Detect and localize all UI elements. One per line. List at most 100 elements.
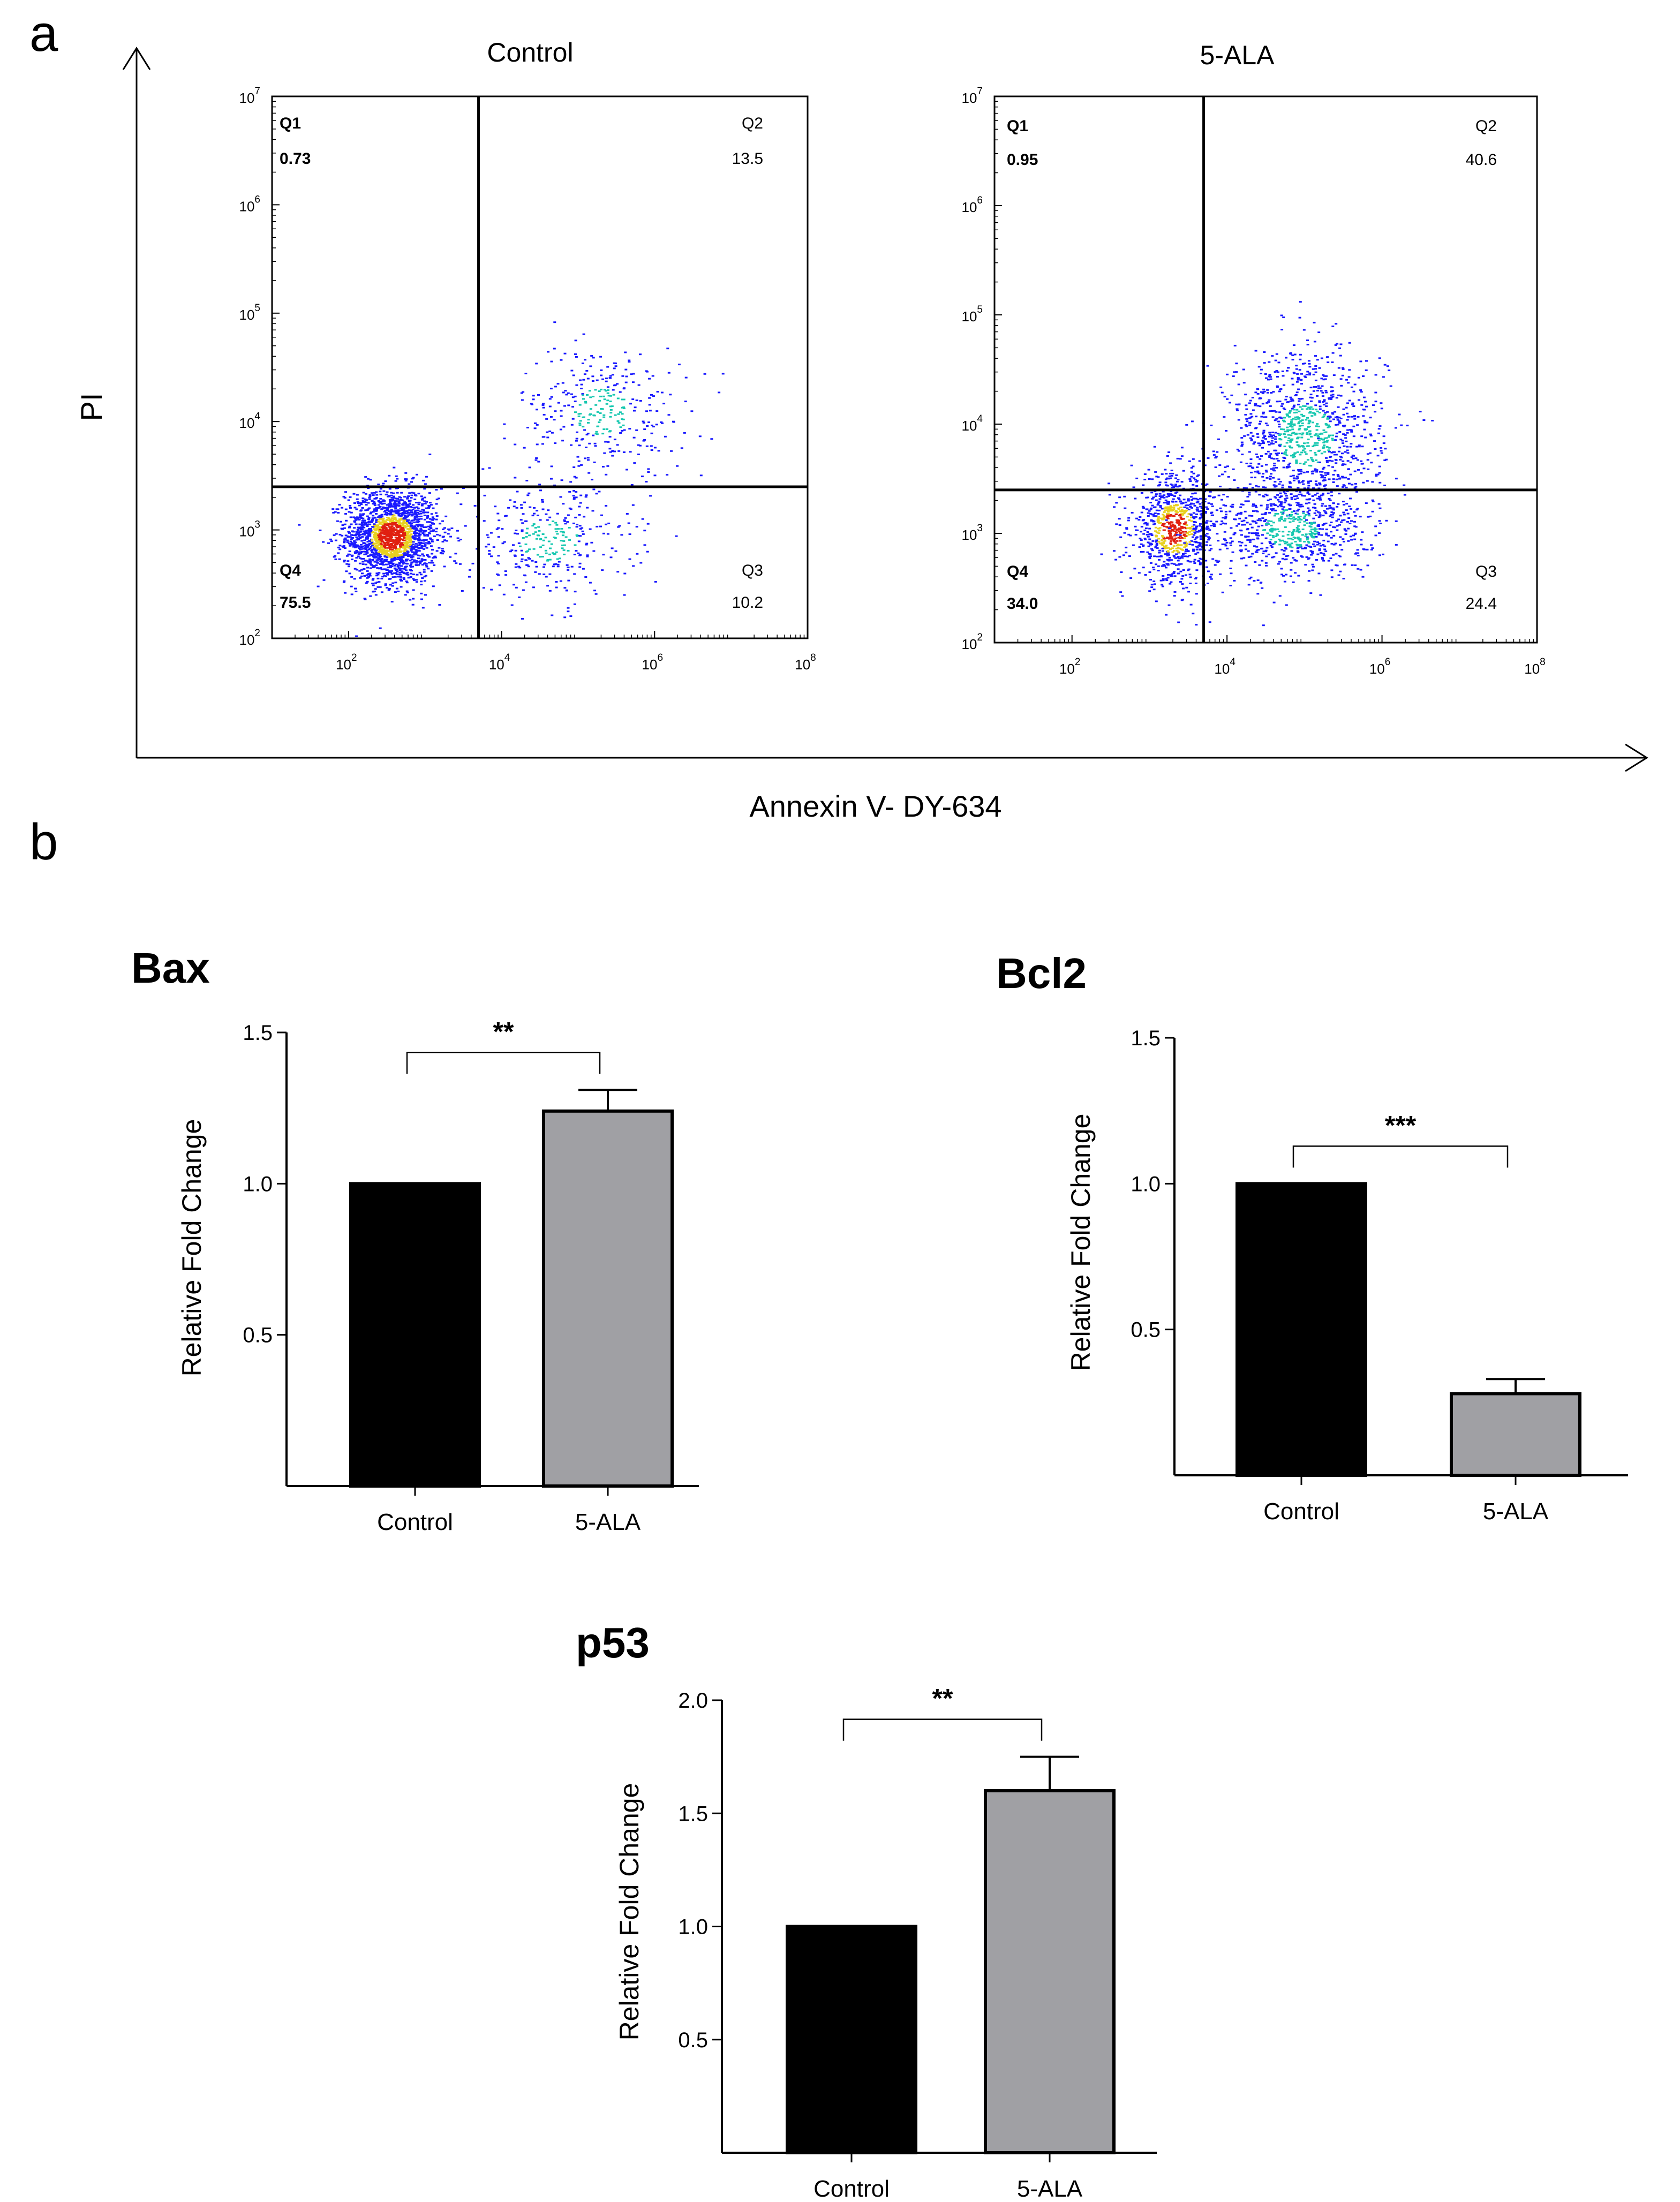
flow-event-5ala (1313, 341, 1316, 343)
flow-event-control (346, 539, 349, 541)
flow-event-control (386, 556, 389, 559)
flow-event-5ala (1283, 491, 1286, 493)
flow-event-control (384, 480, 387, 482)
flow-event-control (379, 537, 382, 539)
q3-value-control: 10.2 (732, 594, 763, 612)
flow-event-control (611, 450, 614, 453)
flow-event-control (600, 388, 602, 390)
flow-event-control (427, 525, 430, 527)
flow-event-control (435, 518, 438, 521)
flow-event-5ala (1140, 543, 1143, 545)
flow-event-5ala (1256, 405, 1260, 407)
flow-event-control (614, 365, 617, 367)
flow-event-5ala (1296, 451, 1299, 453)
flow-event-5ala (1188, 533, 1191, 536)
flow-event-control (402, 555, 405, 557)
flow-event-control (400, 550, 403, 552)
flow-event-control (357, 555, 360, 557)
flow-event-5ala (1312, 507, 1315, 509)
flow-event-5ala (1170, 506, 1173, 508)
flow-event-5ala (1291, 398, 1294, 401)
panel-label-b: b (29, 813, 58, 871)
flow-event-5ala (1162, 541, 1165, 543)
flow-event-5ala (1325, 437, 1328, 439)
flow-event-5ala (1275, 552, 1278, 554)
flow-event-5ala (1292, 529, 1295, 531)
flow-event-5ala (1157, 538, 1161, 540)
flow-event-control (577, 415, 581, 417)
flow-event-control (415, 535, 418, 537)
flow-event-control (554, 410, 557, 412)
flow-event-5ala (1264, 549, 1268, 552)
flow-event-control (383, 537, 387, 539)
flow-event-5ala (1298, 417, 1301, 419)
flow-event-5ala (1285, 509, 1289, 511)
flow-event-5ala (1207, 502, 1210, 504)
flow-event-control (412, 589, 415, 591)
flow-event-5ala (1200, 507, 1203, 509)
flow-event-control (569, 508, 572, 510)
flow-event-control (646, 425, 649, 427)
flow-event-5ala (1113, 506, 1116, 508)
flow-event-5ala (1297, 487, 1300, 489)
flow-event-control (528, 558, 531, 560)
flow-event-control (402, 568, 405, 570)
flow-event-5ala (1170, 514, 1173, 516)
flow-event-5ala (1147, 496, 1149, 499)
flow-event-control (450, 527, 454, 530)
flow-event-control (405, 590, 409, 592)
flow-event-control (386, 504, 389, 506)
flow-event-control (379, 491, 382, 493)
flow-event-5ala (1304, 515, 1306, 517)
flow-event-control (400, 517, 403, 519)
flow-event-control (389, 567, 392, 569)
flow-event-5ala (1249, 417, 1253, 419)
flow-event-5ala (1170, 540, 1173, 542)
flow-event-5ala (1199, 506, 1202, 508)
flow-event-control (394, 582, 397, 584)
flow-event-5ala (1299, 406, 1302, 408)
flow-event-5ala (1278, 544, 1282, 546)
flow-event-5ala (1314, 365, 1317, 367)
flow-event-control (535, 363, 538, 365)
flow-event-control (582, 379, 585, 381)
flow-event-5ala (1350, 443, 1353, 445)
flow-event-control (400, 559, 403, 561)
flow-event-5ala (1206, 483, 1209, 485)
flow-event-control (525, 550, 528, 553)
flow-event-5ala (1343, 445, 1346, 447)
flow-event-5ala (1173, 540, 1176, 542)
flow-event-control (387, 503, 390, 505)
flow-event-5ala (1290, 518, 1293, 520)
flow-event-control (454, 553, 457, 555)
flow-event-control (504, 515, 507, 517)
flow-event-control (375, 491, 378, 493)
flow-event-5ala (1128, 555, 1131, 557)
flow-event-5ala (1115, 523, 1118, 525)
flow-event-control (664, 435, 667, 438)
flow-event-control (566, 521, 569, 523)
flow-event-control (368, 543, 372, 545)
flow-event-5ala (1256, 593, 1260, 595)
flow-event-5ala (1303, 448, 1306, 450)
flow-event-5ala (1298, 428, 1301, 431)
flow-event-control (356, 517, 359, 519)
flow-event-5ala (1277, 361, 1280, 364)
flow-event-5ala (1189, 506, 1192, 508)
flow-event-5ala (1384, 448, 1387, 450)
flow-event-5ala (1296, 547, 1299, 549)
flow-event-5ala (1383, 459, 1387, 461)
flow-event-5ala (1324, 472, 1327, 474)
flow-event-control (566, 564, 569, 566)
flow-event-control (389, 538, 393, 540)
flow-event-control (497, 563, 500, 564)
flow-event-control (382, 499, 385, 501)
flow-event-5ala (1385, 458, 1388, 461)
flow-event-5ala (1323, 437, 1327, 439)
flow-event-control (358, 557, 361, 559)
flow-event-control (389, 514, 392, 516)
flow-event-5ala (1210, 525, 1213, 526)
flow-event-5ala (1304, 405, 1307, 407)
flow-event-5ala (1294, 541, 1297, 542)
flow-event-5ala (1146, 551, 1149, 553)
